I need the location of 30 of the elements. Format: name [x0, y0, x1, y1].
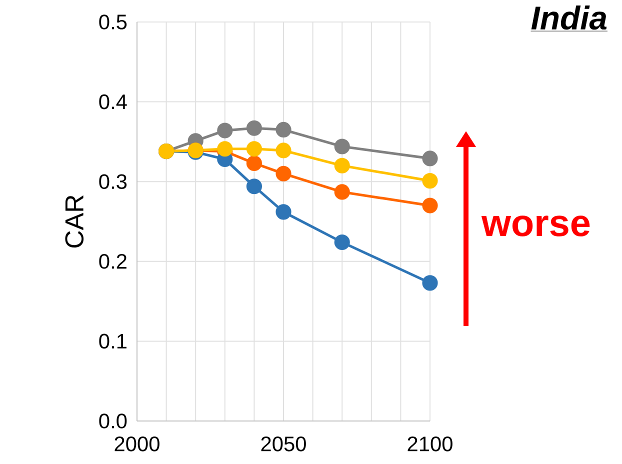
- point: [334, 158, 350, 174]
- point: [246, 120, 262, 136]
- point: [217, 141, 233, 157]
- y-tick-label: 0.0: [99, 414, 127, 428]
- point: [276, 142, 292, 158]
- y-tick-label: 0.4: [99, 94, 127, 110]
- y-axis-title: CAR: [65, 195, 84, 248]
- text: worse: [481, 216, 590, 236]
- point: [276, 204, 292, 220]
- point: [276, 166, 292, 182]
- x-tick-label: 2000: [114, 436, 160, 452]
- point: [422, 150, 438, 166]
- text: India: [531, 6, 607, 30]
- point: [246, 141, 262, 157]
- point: [246, 155, 262, 172]
- point: [334, 138, 350, 154]
- point: [422, 198, 438, 214]
- y-tick-label: 0.5: [99, 14, 127, 30]
- point: [334, 234, 350, 250]
- x-tick-label: 2050: [261, 436, 306, 452]
- point: [334, 184, 350, 200]
- point: [422, 275, 438, 291]
- y-tick-label: 0.2: [99, 254, 126, 269]
- x-tick-label: 2100: [408, 436, 452, 452]
- point: [422, 173, 438, 189]
- point: [276, 122, 292, 138]
- point: [246, 178, 262, 194]
- point: [217, 122, 233, 138]
- y-tick-label: 0.1: [99, 334, 126, 349]
- y-tick-label: 0.3: [99, 174, 127, 190]
